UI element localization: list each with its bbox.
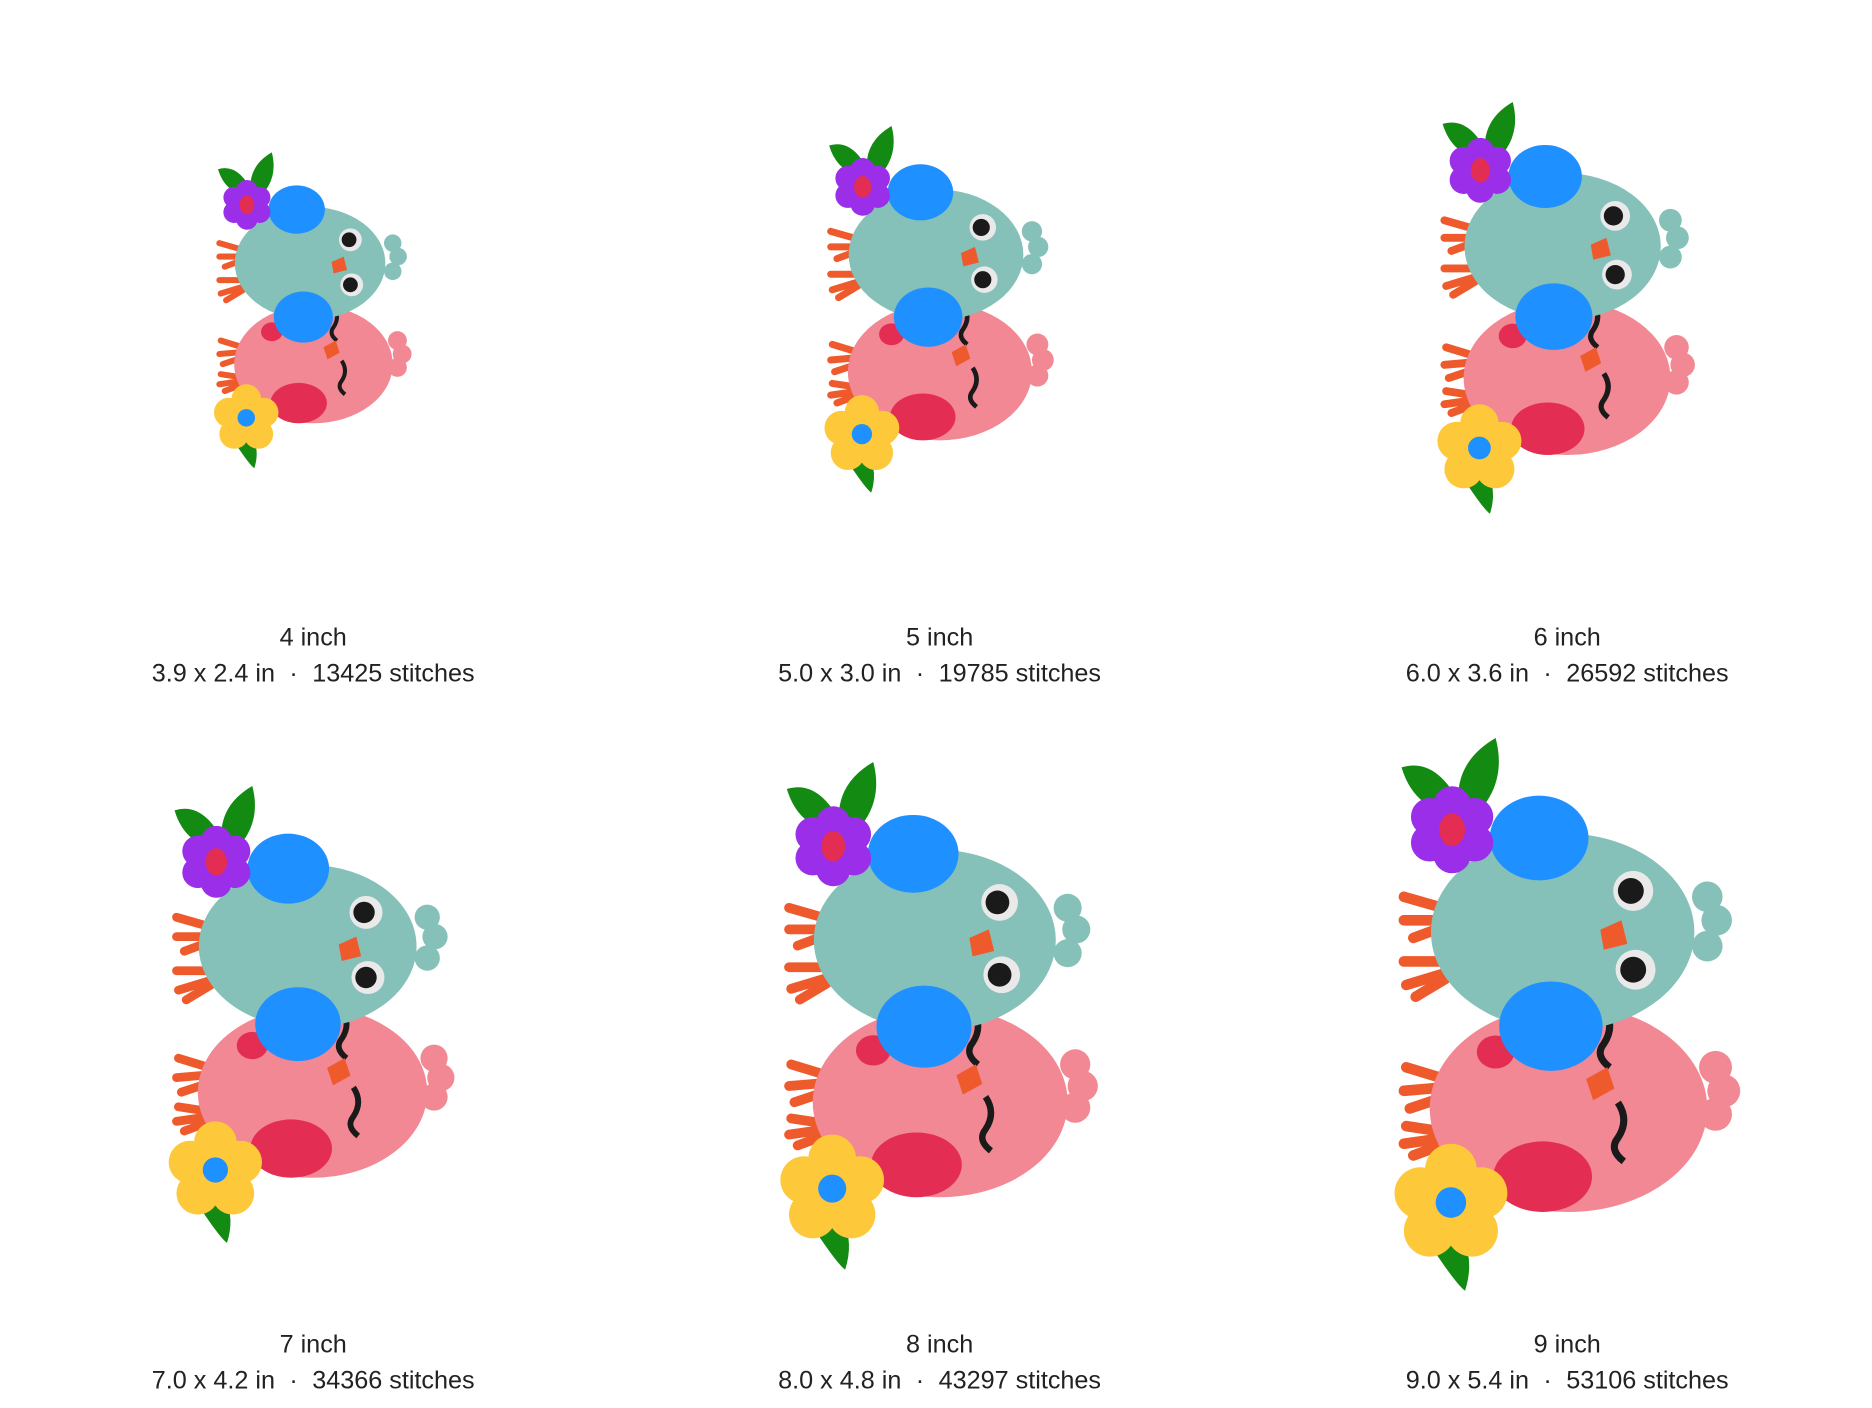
stitch-count: 13425 stitches: [312, 660, 474, 688]
size-details: 3.9 x 2.4 in · 13425 stitches: [152, 660, 475, 688]
design-preview: [780, 762, 1098, 1270]
dimensions: 5.0 x 3.0 in: [778, 660, 901, 688]
stitch-count: 53106 stitches: [1566, 1366, 1728, 1394]
size-details: 8.0 x 4.8 in · 43297 stitches: [778, 1366, 1101, 1394]
design-preview: [169, 786, 455, 1243]
design-preview: [1394, 738, 1740, 1291]
dimensions: 7.0 x 4.2 in: [152, 1366, 275, 1394]
size-details: 6.0 x 3.6 in · 26592 stitches: [1406, 660, 1729, 688]
size-details: 5.0 x 3.0 in · 19785 stitches: [778, 660, 1101, 688]
design-preview: [824, 126, 1053, 493]
size-label: 9 inch: [1534, 1330, 1601, 1358]
size-label: 8 inch: [906, 1330, 973, 1358]
size-details: 7.0 x 4.2 in · 34366 stitches: [152, 1366, 475, 1394]
size-label: 5 inch: [906, 624, 973, 652]
separator: ·: [1543, 660, 1551, 688]
dimensions: 8.0 x 4.8 in: [778, 1366, 901, 1394]
size-label: 7 inch: [280, 1330, 347, 1358]
size-label: 4 inch: [280, 624, 347, 652]
stitch-count: 34366 stitches: [312, 1366, 474, 1394]
stitch-count: 43297 stitches: [939, 1366, 1101, 1394]
separator: ·: [1543, 1366, 1551, 1394]
separator: ·: [916, 660, 924, 688]
dimensions: 3.9 x 2.4 in: [152, 660, 275, 688]
size-label: 6 inch: [1534, 624, 1601, 652]
design-preview: [214, 152, 412, 468]
size-details: 9.0 x 5.4 in · 53106 stitches: [1406, 1366, 1729, 1394]
separator: ·: [289, 1366, 297, 1394]
separator: ·: [289, 660, 297, 688]
design-preview: [1437, 102, 1695, 514]
separator: ·: [916, 1366, 924, 1394]
stitch-count: 26592 stitches: [1566, 660, 1728, 688]
dimensions: 6.0 x 3.6 in: [1406, 660, 1529, 688]
dimensions: 9.0 x 5.4 in: [1406, 1366, 1529, 1394]
stitch-count: 19785 stitches: [939, 660, 1101, 688]
